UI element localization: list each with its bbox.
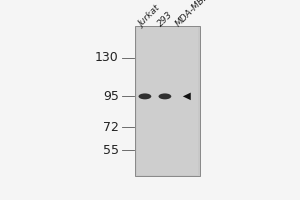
Text: 55: 55 [103, 144, 119, 157]
Text: 95: 95 [103, 90, 119, 103]
Text: 130: 130 [95, 51, 119, 64]
Text: 72: 72 [103, 121, 119, 134]
Bar [135, 26, 200, 176]
Polygon shape [183, 93, 191, 100]
Text: 293: 293 [155, 10, 174, 29]
Text: Jurkat: Jurkat [137, 4, 162, 29]
Ellipse shape [139, 93, 151, 99]
Text: MDA-MB231: MDA-MB231 [174, 0, 220, 29]
Ellipse shape [158, 93, 171, 99]
Bar [137, 27, 198, 175]
